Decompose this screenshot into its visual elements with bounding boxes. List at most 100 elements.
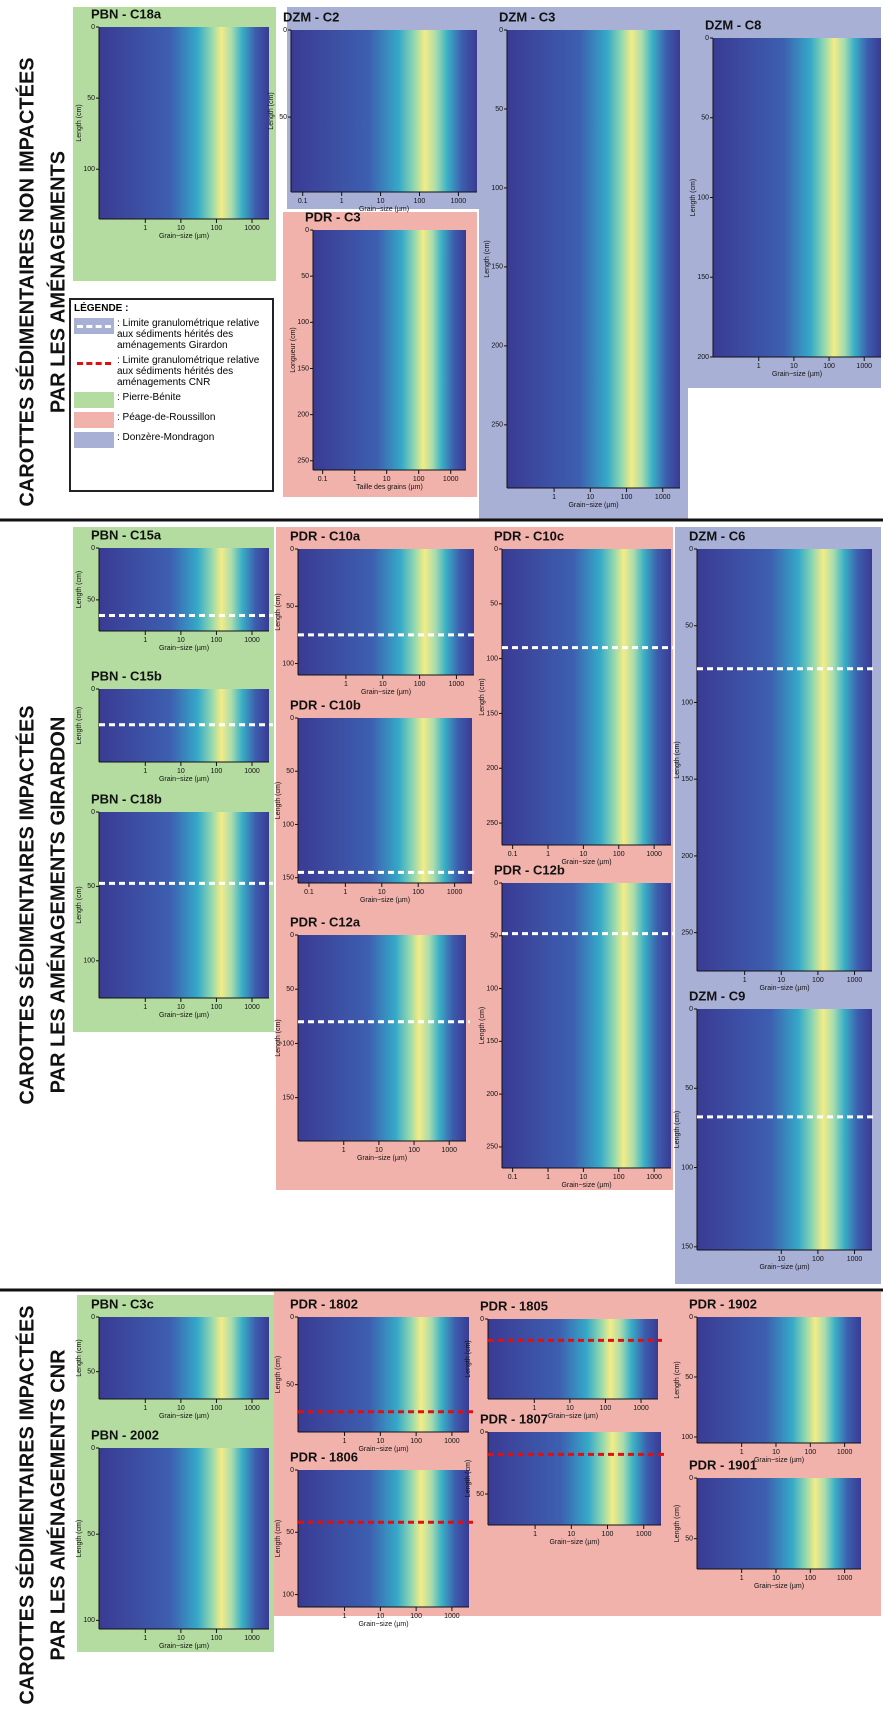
x-axis-label: Grain−size (µm) — [357, 1155, 407, 1162]
x-tick-label: 100 — [602, 1531, 614, 1538]
y-tick-label: 0 — [91, 809, 95, 816]
panel-title: PDR - 1902 — [689, 1296, 757, 1311]
y-tick-label: 50 — [685, 1374, 693, 1381]
legend-text: : Limite granulométrique relative aux sé… — [117, 318, 260, 351]
x-tick-label: 100 — [211, 768, 223, 775]
y-tick-label: 0 — [283, 27, 287, 34]
x-axis-label: Grain−size (µm) — [358, 1446, 408, 1453]
y-tick-label: 50 — [685, 1536, 693, 1543]
panel-title: DZM - C3 — [499, 9, 555, 24]
x-tick-label: 10 — [379, 681, 387, 688]
y-tick-label: 0 — [305, 227, 309, 234]
x-tick-label: 10 — [376, 1438, 384, 1445]
x-tick-label: 100 — [613, 1174, 625, 1181]
y-tick-label: 100 — [83, 958, 95, 965]
y-axis-label: Length (cm) — [275, 782, 282, 819]
y-tick-label: 50 — [87, 883, 95, 890]
x-axis-label: Grain−size (µm) — [358, 1621, 408, 1628]
x-tick-label: 10 — [375, 1147, 383, 1154]
y-tick-label: 50 — [286, 1381, 294, 1388]
legend-item: : Limite granulométrique relative aux sé… — [74, 355, 269, 388]
y-tick-label: 0 — [290, 546, 294, 553]
x-tick-label: 1000 — [837, 1575, 853, 1582]
heatmap — [99, 1448, 269, 1629]
x-tick-label: 1 — [343, 1438, 347, 1445]
x-tick-label: 10 — [772, 1575, 780, 1582]
y-tick-label: 50 — [701, 115, 709, 122]
x-axis-label: Grain−size (µm) — [159, 1012, 209, 1019]
heatmap — [99, 812, 269, 998]
x-tick-label: 1 — [343, 889, 347, 896]
y-tick-label: 100 — [282, 660, 294, 667]
y-tick-label: 0 — [91, 1445, 95, 1452]
y-tick-label: 100 — [297, 319, 309, 326]
panel-title: PBN - C3c — [91, 1296, 154, 1311]
x-tick-label: 1000 — [633, 1405, 649, 1412]
y-tick-label: 50 — [685, 623, 693, 630]
y-tick-label: 0 — [494, 880, 498, 887]
legend-item: : Donzère-Mondragon — [74, 432, 269, 448]
x-tick-label: 1000 — [441, 1147, 457, 1154]
x-tick-label: 100 — [211, 1004, 223, 1011]
x-tick-label: 10 — [377, 198, 385, 205]
x-axis-label: Grain−size (µm) — [568, 502, 618, 509]
x-axis-label: Grain−size (µm) — [159, 776, 209, 783]
heatmap — [697, 1317, 861, 1443]
y-tick-label: 200 — [486, 1091, 498, 1098]
panel-title: PBN - C15a — [91, 527, 162, 542]
y-tick-label: 50 — [87, 1531, 95, 1538]
x-axis-label: Grain−size (µm) — [359, 206, 409, 213]
panel-title: PDR - 1806 — [290, 1449, 358, 1464]
x-tick-label: 10 — [177, 1635, 185, 1642]
legend-text: : Péage-de-Roussillon — [117, 412, 216, 423]
panel-title: PDR - 1805 — [480, 1298, 548, 1313]
x-tick-label: 1 — [143, 1635, 147, 1642]
y-tick-label: 100 — [681, 1434, 693, 1441]
x-tick-label: 1 — [143, 768, 147, 775]
x-axis-label: Grain−size (µm) — [772, 371, 822, 378]
panel-title: PBN - 2002 — [91, 1427, 159, 1442]
x-tick-label: 100 — [621, 494, 633, 501]
x-tick-label: 1000 — [244, 1405, 260, 1412]
x-tick-label: 1 — [342, 1147, 346, 1154]
y-tick-label: 100 — [486, 655, 498, 662]
x-tick-label: 10 — [177, 1405, 185, 1412]
y-axis-label: Length (cm) — [465, 1340, 472, 1377]
x-tick-label: 100 — [412, 889, 424, 896]
panel-title: PDR - C3 — [305, 209, 361, 224]
x-tick-label: 1000 — [451, 198, 467, 205]
x-axis-label: Grain−size (µm) — [361, 689, 411, 696]
x-axis-label: Grain−size (µm) — [159, 645, 209, 652]
y-axis-label: Length (cm) — [479, 1007, 486, 1044]
x-tick-label: 100 — [804, 1449, 816, 1456]
heatmap — [99, 1317, 269, 1399]
x-tick-label: 0.1 — [298, 198, 308, 205]
y-tick-label: 200 — [681, 853, 693, 860]
x-tick-label: 100 — [600, 1405, 612, 1412]
y-tick-label: 200 — [697, 354, 709, 361]
y-axis-label: Length (cm) — [76, 1520, 83, 1557]
x-axis-label: Grain−size (µm) — [754, 1583, 804, 1590]
x-tick-label: 1 — [353, 476, 357, 483]
y-tick-label: 100 — [282, 821, 294, 828]
legend-text: : Limite granulométrique relative aux sé… — [117, 355, 260, 388]
x-tick-label: 10 — [177, 1004, 185, 1011]
y-axis-label: Length (cm) — [674, 741, 681, 778]
legend-title: LÉGENDE : — [74, 303, 129, 314]
y-axis-label: Length (cm) — [674, 1111, 681, 1148]
y-axis-label: Length (cm) — [275, 1019, 282, 1056]
x-tick-label: 10 — [383, 476, 391, 483]
y-tick-label: 50 — [87, 95, 95, 102]
heatmap — [502, 883, 671, 1168]
y-axis-label: Length (cm) — [76, 1339, 83, 1376]
x-tick-label: 100 — [613, 851, 625, 858]
y-tick-label: 250 — [297, 458, 309, 465]
y-tick-label: 50 — [286, 1529, 294, 1536]
section-title: CAROTTES SÉDIMENTAIRES IMPACTÉES — [15, 705, 38, 1104]
y-tick-label: 0 — [91, 686, 95, 693]
panel-title: DZM - C9 — [689, 988, 745, 1003]
x-tick-label: 10 — [567, 1531, 575, 1538]
y-tick-label: 200 — [486, 765, 498, 772]
x-tick-label: 1000 — [655, 494, 671, 501]
x-tick-label: 1 — [740, 1575, 744, 1582]
